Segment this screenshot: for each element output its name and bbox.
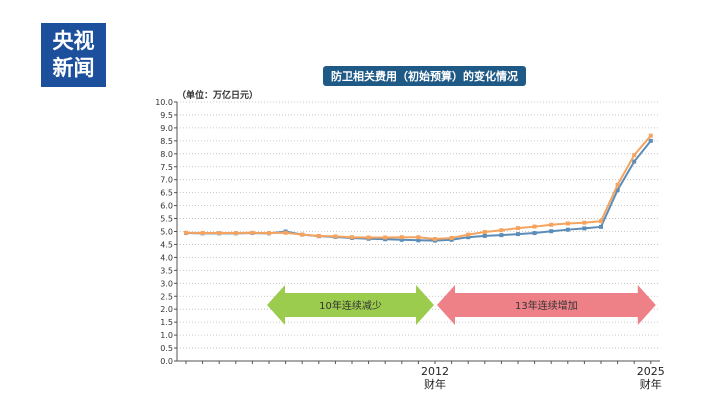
y-tick-label: 4.5 (160, 240, 173, 249)
data-point-blue (632, 159, 637, 164)
y-tick-label: 7.0 (160, 176, 173, 185)
data-point-orange (648, 133, 653, 138)
logo-line2: 新闻 (52, 56, 95, 80)
x-tick-label: 2012 (421, 365, 449, 378)
x-tick-label: 2025 (637, 365, 665, 378)
data-point-orange (333, 234, 338, 239)
y-tick-label: 0.0 (160, 357, 173, 366)
data-point-orange (300, 232, 305, 237)
y-tick-label: 8.5 (160, 137, 173, 146)
data-point-blue (416, 238, 421, 243)
data-point-blue (516, 232, 520, 237)
chart-title: 防卫相关费用（初始预算）的变化情况 (323, 66, 526, 86)
arrow-label: 13年连续增加 (515, 299, 578, 312)
data-point-orange (233, 231, 238, 236)
y-tick-label: 8.0 (160, 150, 173, 159)
y-tick-label: 6.0 (160, 202, 173, 211)
data-point-orange (250, 230, 255, 235)
x-tick-label: 财年 (424, 377, 446, 391)
y-tick-label: 5.0 (160, 228, 173, 237)
data-point-blue (648, 138, 653, 143)
data-point-orange (316, 233, 321, 238)
data-point-orange (416, 235, 421, 240)
data-point-blue (599, 224, 603, 229)
y-tick-label: 7.5 (160, 163, 173, 172)
y-tick-label: 9.5 (160, 111, 173, 120)
data-point-orange (532, 224, 537, 229)
data-point-orange (383, 235, 388, 240)
data-point-orange (217, 231, 222, 236)
y-tick-label: 3.5 (160, 266, 173, 275)
data-point-blue (582, 226, 587, 231)
y-tick-label: 10.0 (155, 98, 173, 107)
y-tick-label: 6.5 (160, 189, 173, 198)
data-point-blue (399, 237, 404, 242)
data-point-orange (283, 230, 288, 235)
y-tick-label: 1.0 (160, 331, 173, 340)
data-point-blue (482, 233, 487, 238)
double-arrow (437, 285, 656, 325)
data-point-orange (466, 232, 471, 237)
arrow-label: 10年连续减少 (319, 299, 382, 312)
data-point-orange (615, 182, 620, 187)
data-point-blue (549, 229, 554, 234)
y-tick-label: 4.0 (160, 253, 173, 262)
y-tick-label: 3.0 (160, 279, 173, 288)
data-point-orange (449, 235, 454, 240)
y-tick-label: 0.5 (160, 344, 173, 353)
data-point-orange (549, 222, 554, 227)
double-arrow (267, 285, 434, 325)
data-point-blue (532, 231, 537, 236)
data-point-orange (599, 219, 603, 224)
data-point-blue (615, 188, 620, 193)
data-point-orange (200, 231, 205, 236)
x-tick-label: 财年 (640, 377, 662, 391)
data-point-orange (350, 235, 354, 240)
data-point-orange (267, 231, 271, 236)
data-point-orange (366, 235, 371, 240)
data-point-orange (516, 226, 520, 231)
data-point-orange (499, 228, 504, 233)
series-line-blue (185, 140, 652, 242)
data-point-blue (565, 227, 570, 232)
data-point-orange (482, 230, 487, 235)
data-point-blue (466, 235, 471, 240)
data-point-orange (565, 221, 570, 226)
unit-label: （单位：万亿日元） (177, 91, 259, 101)
cctv-news-logo: 央视 新闻 (41, 23, 106, 87)
y-tick-label: 1.5 (160, 318, 173, 327)
y-tick-label: 5.5 (160, 215, 173, 224)
data-point-orange (582, 220, 587, 225)
y-tick-label: 2.5 (160, 292, 173, 301)
y-tick-label: 9.0 (160, 124, 173, 133)
data-point-orange (399, 235, 404, 240)
series-line-orange (185, 135, 652, 241)
data-point-orange (632, 153, 637, 158)
y-tick-label: 2.0 (160, 305, 173, 314)
data-point-orange (433, 237, 437, 242)
logo-line1: 央视 (52, 29, 95, 53)
data-point-orange (184, 230, 188, 235)
data-point-blue (499, 233, 504, 238)
